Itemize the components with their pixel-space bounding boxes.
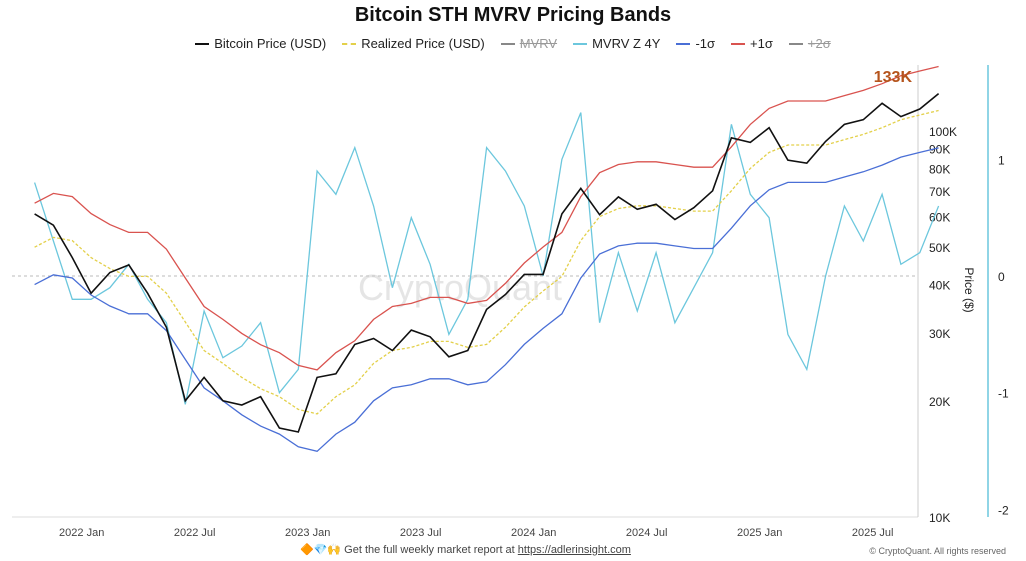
footer: 🔶💎🙌 Get the full weekly market report at… bbox=[300, 543, 631, 556]
series-mvrv-z-4y bbox=[33, 112, 940, 405]
copyright: © CryptoQuant. All rights reserved bbox=[869, 546, 1006, 556]
footer-emojis: 🔶💎🙌 bbox=[300, 544, 342, 556]
legend-item[interactable]: MVRV Z 4Y bbox=[573, 36, 660, 51]
legend-label: +2σ bbox=[807, 36, 831, 51]
legend-swatch bbox=[195, 42, 210, 45]
price-tick-label: 80K bbox=[929, 162, 950, 176]
price-tick-label: 10K bbox=[929, 511, 950, 525]
x-tick-label: 2022 Jan bbox=[59, 527, 104, 539]
legend-label: +1σ bbox=[750, 36, 773, 51]
legend-label: MVRV Z 4Y bbox=[592, 36, 661, 51]
price-tick-label: 100K bbox=[929, 125, 957, 139]
x-tick-label: 2023 Jul bbox=[400, 527, 442, 539]
z-tick-label: -2 bbox=[998, 503, 1009, 517]
legend-item[interactable]: MVRV bbox=[500, 36, 558, 51]
legend-item[interactable]: +1σ bbox=[731, 36, 773, 51]
legend-item[interactable]: Bitcoin Price (USD) bbox=[195, 36, 326, 51]
legend-item[interactable]: -1σ bbox=[676, 36, 715, 51]
price-tick-label: 20K bbox=[929, 395, 950, 409]
footer-text: Get the full weekly market report at bbox=[344, 544, 515, 556]
price-tick-label: 50K bbox=[929, 241, 950, 255]
price-axis-title: Price ($) bbox=[962, 267, 976, 312]
x-tick-label: 2025 Jan bbox=[737, 527, 782, 539]
series-bitcoin-price-usd- bbox=[34, 92, 940, 433]
legend-label: -1σ bbox=[695, 36, 716, 51]
price-tick-label: 40K bbox=[929, 279, 950, 293]
legend: Bitcoin Price (USD) Realized Price (USD) M… bbox=[0, 36, 1026, 51]
legend-label: Bitcoin Price (USD) bbox=[214, 36, 327, 51]
price-tick-label: 90K bbox=[929, 143, 950, 157]
z-tick-label: 1 bbox=[998, 153, 1005, 167]
series--1σ bbox=[34, 147, 939, 453]
legend-swatch bbox=[500, 42, 515, 45]
price-tick-label: 30K bbox=[929, 327, 950, 341]
series-realized-price-usd- bbox=[34, 109, 939, 415]
x-tick-label: 2024 Jan bbox=[511, 527, 556, 539]
legend-swatch bbox=[573, 42, 588, 45]
price-tick-label: 60K bbox=[929, 211, 950, 225]
legend-swatch bbox=[788, 42, 803, 45]
x-tick-label: 2024 Jul bbox=[626, 527, 668, 539]
legend-label: MVRV bbox=[519, 36, 558, 51]
legend-swatch bbox=[676, 42, 691, 45]
legend-label: Realized Price (USD) bbox=[361, 36, 485, 51]
x-tick-label: 2023 Jan bbox=[285, 527, 330, 539]
z-tick-label: -1 bbox=[998, 387, 1009, 401]
x-tick-label: 2022 Jul bbox=[174, 527, 216, 539]
legend-swatch bbox=[731, 42, 746, 45]
x-tick-label: 2025 Jul bbox=[852, 527, 894, 539]
legend-item[interactable]: +2σ bbox=[788, 36, 831, 51]
legend-swatch bbox=[342, 42, 357, 45]
last-price-label: 133K bbox=[874, 69, 913, 86]
legend-item[interactable]: Realized Price (USD) bbox=[342, 36, 485, 51]
series--1σ bbox=[34, 65, 939, 371]
chart-title: Bitcoin STH MVRV Pricing Bands bbox=[354, 4, 672, 26]
z-tick-label: 0 bbox=[998, 270, 1005, 284]
footer-link[interactable]: https://adlerinsight.com bbox=[517, 544, 631, 556]
price-tick-label: 70K bbox=[929, 185, 950, 199]
